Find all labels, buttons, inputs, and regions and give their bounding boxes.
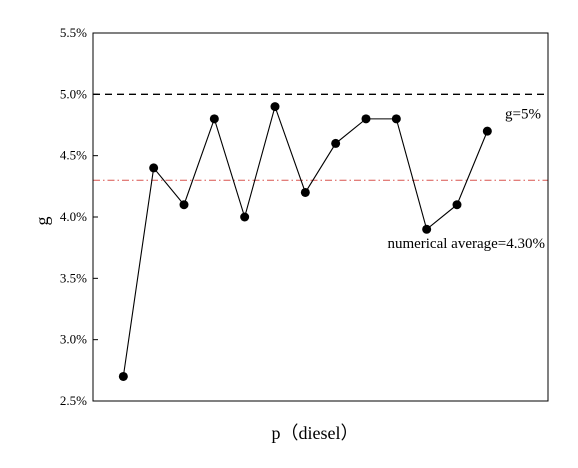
x-axis-label: p（diesel） [272,423,359,443]
data-point [179,200,189,210]
data-point [391,114,401,124]
data-point [300,187,310,197]
reference-label-target: g=5% [505,106,541,122]
data-point [240,212,250,222]
reference-lines [93,93,548,181]
data-point [270,102,280,112]
data-point [361,114,371,124]
y-tick-label: 4.5% [60,148,87,163]
y-tick-label: 3.0% [60,332,87,347]
data-point [482,126,492,136]
data-point [452,200,462,210]
data-point [422,224,432,234]
plot-frame [92,32,549,402]
reference-label-average: numerical average=4.30% [387,236,545,252]
data-point [331,138,341,148]
y-tick-label: 3.5% [60,270,87,285]
y-tick-label: 4.0% [60,209,87,224]
data-point [209,114,219,124]
y-axis-ticks: 2.5% 3.0% 3.5% 4.0% 4.5% 5.0% 5.5% [60,25,98,408]
y-axis-label: g [32,217,52,226]
data-point [118,371,128,381]
annotations: g=5% numerical average=4.30% [387,106,545,252]
y-tick-label: 5.5% [60,25,87,40]
y-tick-label: 5.0% [60,86,87,101]
data-point [149,163,159,173]
series-layer [118,102,492,381]
y-tick-label: 2.5% [60,393,87,408]
